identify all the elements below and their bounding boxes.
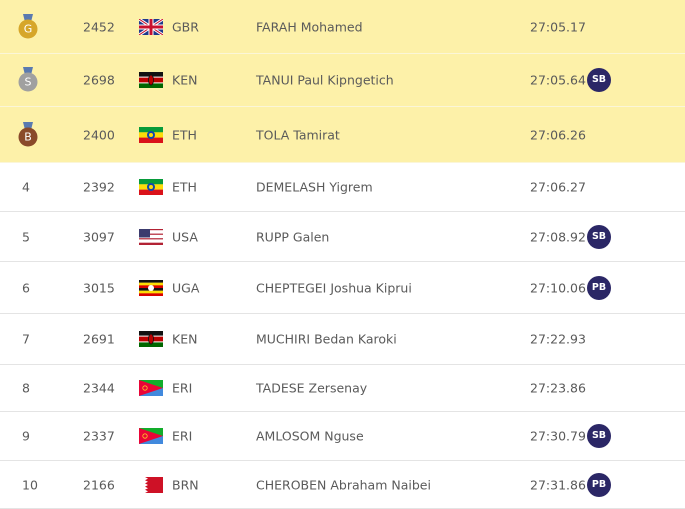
bib: 2392 <box>83 179 115 195</box>
bib: 2698 <box>83 72 115 88</box>
country: ETH <box>172 127 197 142</box>
athlete-name: MUCHIRI Bedan Karoki <box>256 331 397 347</box>
athlete-name: CHEPTEGEI Joshua Kiprui <box>256 280 412 295</box>
rank: 7 <box>22 331 30 347</box>
time: 27:30.79 <box>530 428 586 444</box>
athlete-name: AMLOSOM Nguse <box>256 428 364 444</box>
result-row: B 2400 ETH TOLA Tamirat 27:06.26 <box>0 107 685 163</box>
record-badge: PB <box>587 275 611 300</box>
medal-icon <box>18 67 38 92</box>
medal-letter: B <box>24 130 32 143</box>
flag <box>139 279 163 296</box>
record-badge: PB <box>587 472 611 497</box>
result-row: 10 2166 BRN CHEROBEN Abraham Naibei 27:31.86… <box>0 461 685 509</box>
record-badge: SB <box>587 424 611 448</box>
result-row: S 2698 KEN TANUI Paul Kipngetich 27:05.64 SB <box>0 54 685 107</box>
bib: 2400 <box>83 127 115 142</box>
athlete-name: TANUI Paul Kipngetich <box>256 72 394 88</box>
country: ERI <box>172 380 193 396</box>
country: ETH <box>172 179 197 195</box>
time: 27:31.86 <box>530 477 586 492</box>
result-row: 4 2392 ETH DEMELASH Yigrem 27:06.27 <box>0 163 685 212</box>
athlete-name: CHEROBEN Abraham Naibei <box>256 477 431 492</box>
time: 27:05.64 <box>530 72 586 88</box>
rank: 4 <box>22 179 30 195</box>
flag <box>139 228 163 245</box>
athlete-name: TOLA Tamirat <box>256 127 340 142</box>
time: 27:06.26 <box>530 127 586 142</box>
result-row: 7 2691 KEN MUCHIRI Bedan Karoki 27:22.93 <box>0 314 685 365</box>
country: GBR <box>172 19 199 34</box>
time: 27:05.17 <box>530 19 586 34</box>
athlete-name: TADESE Zersenay <box>256 380 368 396</box>
athlete-name: RUPP Galen <box>256 229 330 244</box>
athlete-name: FARAH Mohamed <box>256 19 363 34</box>
country: KEN <box>172 72 198 88</box>
bib: 2691 <box>83 331 115 347</box>
country: KEN <box>172 331 198 347</box>
rank: 9 <box>22 428 30 444</box>
time: 27:23.86 <box>530 380 586 396</box>
rank: 5 <box>22 229 30 244</box>
flag <box>139 126 163 143</box>
rank: 8 <box>22 380 30 396</box>
country: USA <box>172 229 198 244</box>
bib: 2337 <box>83 428 115 444</box>
flag <box>139 428 163 444</box>
flag <box>139 72 163 88</box>
rank: 10 <box>22 477 38 492</box>
bib: 3015 <box>83 280 115 295</box>
bib: 2452 <box>83 19 115 34</box>
result-row: 9 2337 ERI AMLOSOM Nguse 27:30.79 SB <box>0 412 685 461</box>
country: UGA <box>172 280 200 295</box>
result-row: 6 3015 UGA CHEPTEGEI Joshua Kiprui 27:10.06 P… <box>0 262 685 314</box>
flag <box>139 476 163 493</box>
bib: 3097 <box>83 229 115 244</box>
bib: 2344 <box>83 380 115 396</box>
time: 27:22.93 <box>530 331 586 347</box>
time: 27:10.06 <box>530 280 586 295</box>
country: ERI <box>172 428 193 444</box>
country: BRN <box>172 477 199 492</box>
medal-letter: G <box>23 22 33 35</box>
time: 27:08.92 <box>530 229 586 244</box>
record-badge: SB <box>587 224 611 249</box>
medal-letter: S <box>24 75 32 89</box>
result-row: 5 3097 USA RUPP Galen 27:08.92 SB <box>0 212 685 262</box>
flag <box>139 331 163 347</box>
record-badge: SB <box>587 68 611 92</box>
flag <box>139 380 163 396</box>
medal-icon <box>18 13 38 38</box>
athlete-name: DEMELASH Yigrem <box>256 179 373 195</box>
result-row: 8 2344 ERI TADESE Zersenay 27:23.86 <box>0 365 685 412</box>
rank: 6 <box>22 280 30 295</box>
medal-icon <box>18 121 38 146</box>
bib: 2166 <box>83 477 115 492</box>
flag <box>139 18 163 35</box>
time: 27:06.27 <box>530 179 586 195</box>
flag <box>139 179 163 195</box>
result-row: G 2452 GBR FARAH Mohamed 27:05.17 <box>0 0 685 54</box>
